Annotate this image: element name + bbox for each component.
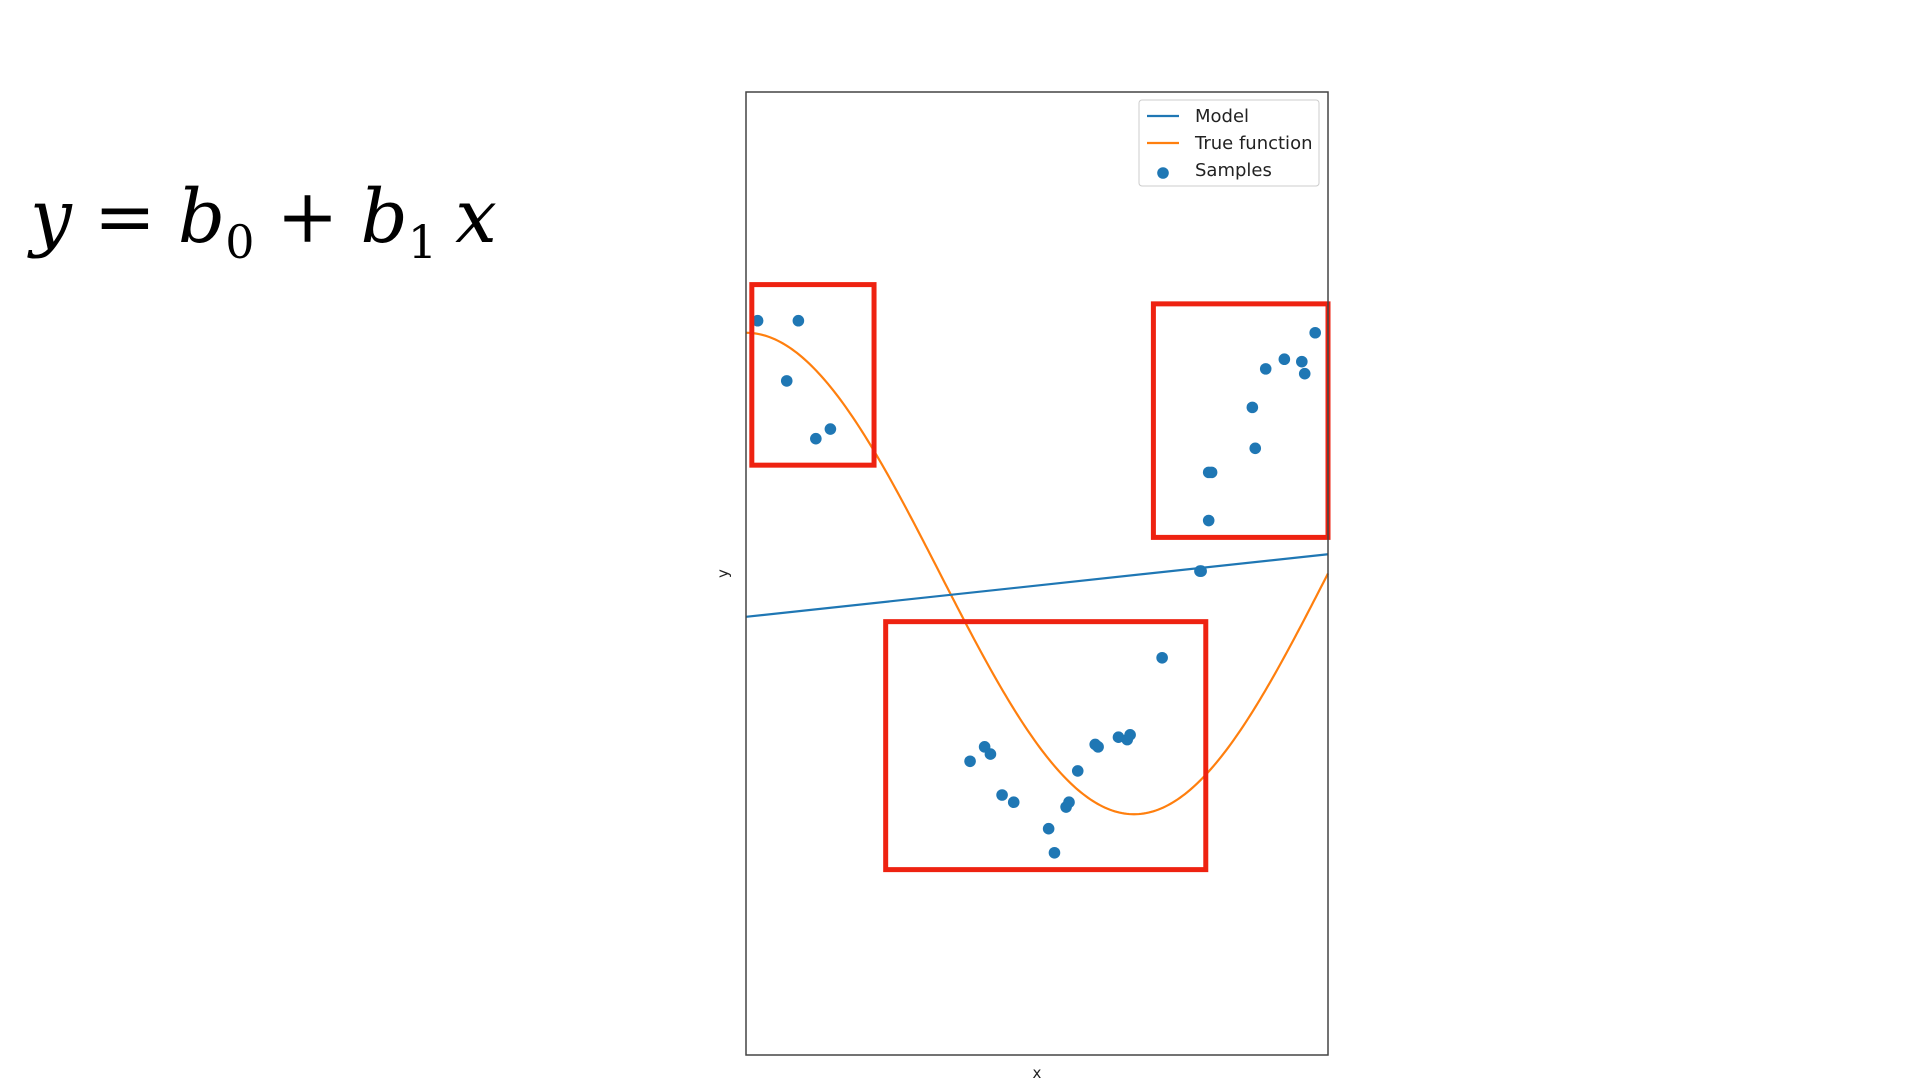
eq-plus: + xyxy=(276,174,339,260)
plot-frame xyxy=(745,91,1329,1056)
sample-point xyxy=(1124,729,1136,741)
x-axis-label: x xyxy=(1033,1064,1042,1080)
sample-point xyxy=(1202,514,1215,527)
highlight-box xyxy=(1150,301,1331,540)
sample-point xyxy=(1007,796,1020,809)
sample-point xyxy=(824,423,837,435)
eq-y: y xyxy=(30,174,72,260)
legend-box xyxy=(1138,99,1320,187)
sample-point xyxy=(1092,741,1104,753)
sample-point xyxy=(751,314,764,327)
sample-point xyxy=(1249,442,1262,455)
samples-layer xyxy=(751,314,1321,859)
highlight-box xyxy=(883,619,1209,873)
true-function-layer xyxy=(745,331,1329,816)
highlight-box xyxy=(749,282,877,468)
legend-label: Model xyxy=(1195,106,1249,127)
sample-point xyxy=(1296,355,1308,368)
sample-point xyxy=(810,432,822,445)
eq-sub1: 1 xyxy=(407,215,438,270)
model-layer xyxy=(745,553,1329,618)
legend: Model True function Samples xyxy=(1138,99,1320,187)
legend-swatch-marker xyxy=(1157,167,1169,179)
true-function-line xyxy=(745,331,1329,816)
sample-point xyxy=(1156,651,1168,664)
eq-sub0: 0 xyxy=(225,215,255,270)
sample-point xyxy=(1278,353,1291,366)
sample-point xyxy=(984,748,997,760)
eq-b0: b xyxy=(177,174,226,260)
sample-point xyxy=(1259,363,1272,375)
sample-point xyxy=(1298,367,1311,380)
sample-point xyxy=(1246,401,1259,414)
sample-point xyxy=(1071,765,1084,777)
legend-label: Samples xyxy=(1195,160,1272,181)
sample-point xyxy=(792,314,805,327)
eq-equals: = xyxy=(93,174,156,260)
sample-point xyxy=(1048,846,1061,859)
sample-point xyxy=(1112,731,1125,744)
sample-point xyxy=(964,755,976,768)
legend-label: True function xyxy=(1194,133,1312,154)
eq-x: x xyxy=(455,174,497,260)
sample-point xyxy=(1309,326,1321,339)
model-line xyxy=(745,553,1329,618)
y-axis-label: y xyxy=(714,569,732,578)
sample-point xyxy=(996,789,1008,801)
sample-point xyxy=(1063,796,1075,809)
eq-b1: b xyxy=(360,174,408,260)
sample-point xyxy=(1205,466,1218,479)
regression-equation: y = b0 + b1 x xyxy=(30,180,497,265)
sample-point xyxy=(1195,565,1207,577)
sample-point xyxy=(780,375,793,387)
highlight-boxes-layer xyxy=(749,282,1331,873)
sample-point xyxy=(1042,822,1055,835)
